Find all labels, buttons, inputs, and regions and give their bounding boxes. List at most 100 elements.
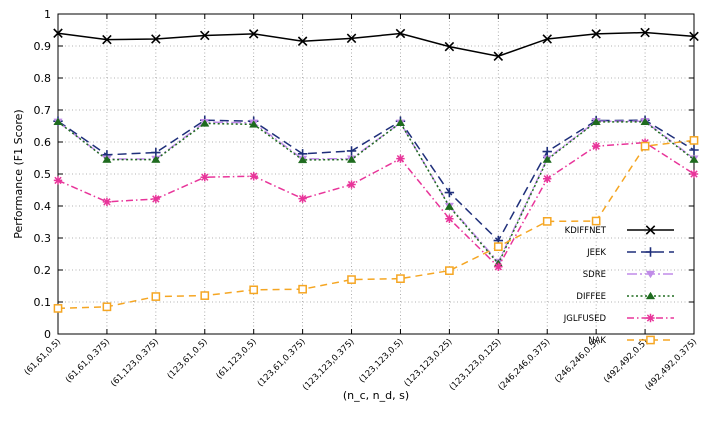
series-nak	[53, 136, 699, 313]
x-axis-title: (n_c, n_d, s)	[343, 389, 409, 402]
y-tick-label: 0.5	[34, 168, 52, 181]
star-marker	[494, 262, 503, 271]
square-marker	[151, 292, 161, 301]
star-marker	[347, 180, 356, 189]
legend-label: DIFFEE	[576, 292, 606, 302]
square-marker	[298, 284, 307, 294]
x-marker	[493, 51, 504, 62]
x-marker	[689, 31, 699, 42]
triangle-up-marker	[395, 118, 406, 126]
star-marker	[396, 154, 405, 163]
x-tick-label: (123,123,0.375)	[301, 337, 357, 393]
triangle-up-marker	[346, 155, 357, 163]
y-tick-label: 0.7	[34, 104, 52, 117]
series	[53, 27, 699, 313]
x-tick-label: (123,123,0.5)	[357, 337, 405, 385]
y-axis-title: Performance (F1 Score)	[12, 109, 25, 238]
star-marker	[200, 173, 209, 182]
legend-entry-jeek: JEEK	[586, 247, 674, 258]
x-marker	[151, 34, 161, 44]
y-tick-label: 0.8	[34, 72, 52, 85]
y-tick-label: 1	[44, 8, 51, 21]
legend-entry-jglfused: JGLFUSED	[563, 313, 674, 324]
square-marker	[445, 266, 454, 275]
x-tick-label: (61,123,0.375)	[109, 337, 161, 389]
x-marker	[640, 27, 650, 38]
y-axis: 0 0.1 0.2 0.3 0.4 0.5 0.6 0.7 0.8 0.9 1	[34, 8, 694, 341]
square-marker	[689, 136, 699, 145]
x-tick-label: (123,61,0.5)	[166, 337, 210, 381]
series-diffee	[53, 117, 699, 267]
star-marker	[591, 141, 601, 151]
x-tick-label: (492,492,0.5)	[602, 337, 650, 385]
triangle-up-marker	[249, 120, 259, 128]
x-marker	[346, 33, 357, 44]
series-line-diffee	[57, 121, 695, 265]
y-tick-label: 0.1	[34, 296, 52, 309]
series-line-jglfused	[57, 141, 695, 269]
triangle-up-marker	[297, 155, 308, 164]
star-marker	[298, 194, 307, 203]
legend-label: JEEK	[586, 248, 606, 258]
plus-marker	[444, 187, 455, 198]
x-tick-label: (61,123,0.5)	[215, 337, 259, 381]
triangle-up-marker	[542, 155, 552, 163]
star-marker	[646, 313, 655, 323]
x-marker	[248, 29, 259, 39]
plus-marker	[645, 247, 656, 257]
y-tick-label: 0.6	[34, 136, 52, 149]
square-marker	[53, 304, 63, 313]
x-marker	[645, 225, 656, 235]
triangle-up-marker	[151, 155, 161, 163]
star-marker	[249, 172, 258, 181]
legend-label: NAK	[588, 336, 606, 346]
plus-marker	[346, 146, 357, 156]
series-line-kdiffnet	[57, 31, 695, 58]
square-marker	[347, 275, 356, 284]
star-marker	[53, 176, 63, 185]
square-marker	[396, 274, 405, 283]
x-tick-label: (123,123,0.125)	[448, 337, 504, 393]
plus-marker	[542, 146, 552, 157]
star-marker	[151, 194, 161, 204]
square-marker	[249, 285, 259, 295]
legend-entry-kdiffnet: KDIFFNET	[565, 225, 674, 236]
x-tick-label: (492,492,0.375)	[643, 337, 699, 393]
square-marker	[646, 335, 655, 345]
legend: KDIFFNET JEEK SDRE DIFFEE JGLFUSED NAK	[563, 225, 674, 346]
triangle-up-marker	[53, 117, 63, 126]
triangle-up-marker	[444, 202, 455, 210]
triangle-up-marker	[200, 119, 210, 127]
star-marker	[445, 214, 454, 223]
x-tick-label: (246,246,0.375)	[497, 337, 553, 393]
star-marker	[102, 197, 112, 207]
triangle-up-marker	[591, 117, 601, 126]
y-tick-label: 0.9	[34, 40, 52, 53]
square-marker	[102, 302, 112, 312]
square-marker	[591, 216, 601, 226]
x-tick-label: (61,61,0.375)	[64, 337, 112, 385]
triangle-down-marker	[645, 270, 656, 279]
grid	[58, 14, 694, 334]
x-marker	[542, 34, 552, 44]
y-tick-label: 0	[44, 328, 51, 341]
series-kdiffnet	[53, 27, 699, 62]
y-tick-label: 0.2	[34, 264, 52, 277]
triangle-up-marker	[645, 291, 656, 300]
square-marker	[493, 242, 503, 251]
x-marker	[53, 28, 63, 38]
x-tick-label: (123,61,0.375)	[256, 337, 308, 389]
series-jglfused	[53, 138, 699, 271]
legend-entry-sdre: SDRE	[583, 270, 674, 280]
star-marker	[543, 174, 552, 183]
series-line-nak	[57, 139, 695, 310]
legend-entry-nak: NAK	[588, 335, 674, 346]
legend-entry-diffee: DIFFEE	[576, 291, 674, 302]
x-tick-label: (123,123,0.25)	[403, 337, 455, 389]
plus-marker	[689, 145, 699, 155]
legend-label: KDIFFNET	[565, 226, 607, 236]
x-tick-label: (61,61,0.5)	[23, 337, 63, 377]
x-marker	[297, 36, 308, 46]
x-marker	[395, 28, 406, 39]
